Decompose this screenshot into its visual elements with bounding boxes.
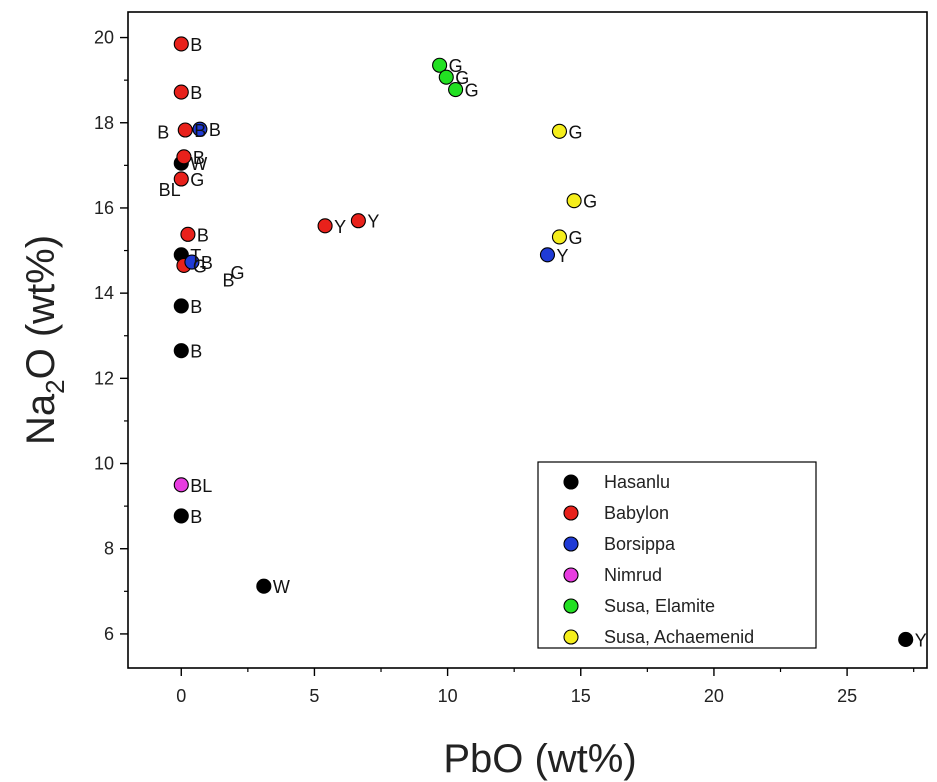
point-babylon bbox=[173, 171, 189, 187]
point-label: G bbox=[193, 256, 207, 276]
y-axis-title-tail: O (wt%) bbox=[19, 235, 63, 379]
point-hasanlu bbox=[898, 631, 914, 648]
point-babylon bbox=[173, 84, 189, 100]
point-susa-elamite bbox=[432, 57, 448, 73]
point-hasanlu bbox=[256, 578, 272, 594]
y-axis-title-subscript: 2 bbox=[40, 379, 70, 393]
point-label: G bbox=[583, 192, 597, 212]
x-tick-label: 25 bbox=[837, 686, 857, 706]
x-tick-label: 20 bbox=[704, 686, 724, 706]
point-label: BL bbox=[190, 476, 212, 496]
legend-item-label: Susa, Achaemenid bbox=[604, 627, 754, 647]
y-tick-label: 12 bbox=[94, 368, 114, 388]
point-label: B bbox=[209, 120, 221, 140]
x-axis-title: PbO (wt%) bbox=[443, 737, 636, 781]
point-susa-achaemenid bbox=[551, 123, 568, 139]
point-label: B bbox=[190, 35, 202, 55]
legend-marker bbox=[563, 536, 579, 552]
y-axis-title: Na2O (wt%) bbox=[19, 235, 70, 445]
point-susa-elamite bbox=[448, 81, 464, 98]
x-axis: 0 5 10 15 20 25 bbox=[176, 668, 915, 706]
point-label: Y bbox=[915, 630, 927, 650]
point-babylon bbox=[176, 149, 192, 165]
point-hasanlu bbox=[173, 343, 189, 359]
point-label: B bbox=[190, 507, 202, 527]
y-tick-label: 8 bbox=[104, 539, 114, 559]
annotation-label: B bbox=[223, 271, 235, 291]
point-babylon bbox=[317, 218, 333, 234]
point-label: B bbox=[201, 253, 213, 273]
legend-marker bbox=[563, 505, 579, 521]
point-label: B bbox=[194, 121, 206, 141]
y-tick-label: 20 bbox=[94, 28, 114, 48]
point-label: G bbox=[465, 81, 479, 101]
point-susa-achaemenid bbox=[566, 193, 582, 209]
point-label: G bbox=[568, 228, 582, 248]
x-tick-label: 5 bbox=[309, 686, 319, 706]
legend-marker bbox=[563, 474, 579, 490]
point-label: W bbox=[273, 577, 290, 597]
point-hasanlu bbox=[173, 298, 189, 314]
plot-area bbox=[127, 11, 928, 669]
point-label: B bbox=[190, 342, 202, 362]
point-hasanlu bbox=[173, 508, 189, 524]
point-label: W bbox=[190, 154, 207, 174]
legend-item-label: Borsippa bbox=[604, 534, 676, 554]
point-babylon bbox=[180, 226, 196, 242]
data-points bbox=[173, 36, 914, 648]
y-axis: 6 8 10 12 14 16 18 20 bbox=[94, 28, 128, 644]
point-label: B bbox=[197, 225, 209, 245]
legend-marker bbox=[563, 629, 579, 645]
point-babylon bbox=[173, 36, 189, 52]
point-label: Y bbox=[367, 212, 379, 232]
point-label: T bbox=[190, 246, 201, 266]
legend: Hasanlu Babylon Borsippa Nimrud Susa, Elamit… bbox=[537, 461, 817, 649]
svg-text:Na2O (wt%): Na2O (wt%) bbox=[19, 235, 70, 445]
legend-item-label: Nimrud bbox=[604, 565, 662, 585]
point-label: G bbox=[190, 170, 204, 190]
point-babylon bbox=[177, 122, 193, 138]
annotation-label: BL bbox=[159, 180, 181, 200]
point-borsippa bbox=[539, 247, 556, 263]
point-label: Y bbox=[334, 217, 346, 237]
legend-marker bbox=[563, 567, 579, 583]
point-label: Y bbox=[556, 246, 568, 266]
legend-box bbox=[537, 461, 817, 649]
point-susa-elamite bbox=[438, 69, 454, 85]
point-label: G bbox=[455, 68, 469, 88]
y-tick-label: 10 bbox=[94, 454, 114, 474]
point-borsippa bbox=[192, 121, 208, 137]
point-label: G bbox=[568, 122, 582, 142]
x-tick-label: 10 bbox=[438, 686, 458, 706]
x-tick-label: 15 bbox=[571, 686, 591, 706]
annotation-label: B bbox=[157, 122, 169, 142]
y-tick-label: 14 bbox=[94, 283, 114, 303]
point-susa-achaemenid bbox=[551, 229, 568, 245]
legend-item-label: Hasanlu bbox=[604, 472, 670, 492]
y-tick-label: 6 bbox=[104, 624, 114, 644]
x-tick-label: 0 bbox=[176, 686, 186, 706]
annotation-label: G bbox=[231, 263, 245, 283]
point-label: B bbox=[193, 148, 205, 168]
legend-marker bbox=[563, 598, 579, 614]
y-axis-title-main: Na bbox=[19, 393, 63, 445]
point-label: G bbox=[449, 56, 463, 76]
point-label: B bbox=[190, 297, 202, 317]
point-label: B bbox=[190, 83, 202, 103]
point-nimrud bbox=[173, 477, 189, 493]
y-tick-label: 16 bbox=[94, 198, 114, 218]
point-borsippa bbox=[184, 254, 200, 270]
legend-item-label: Susa, Elamite bbox=[604, 596, 715, 616]
plot-frame bbox=[127, 11, 928, 669]
point-babylon bbox=[350, 213, 366, 229]
y-tick-label: 18 bbox=[94, 113, 114, 133]
legend-item-label: Babylon bbox=[604, 503, 669, 523]
